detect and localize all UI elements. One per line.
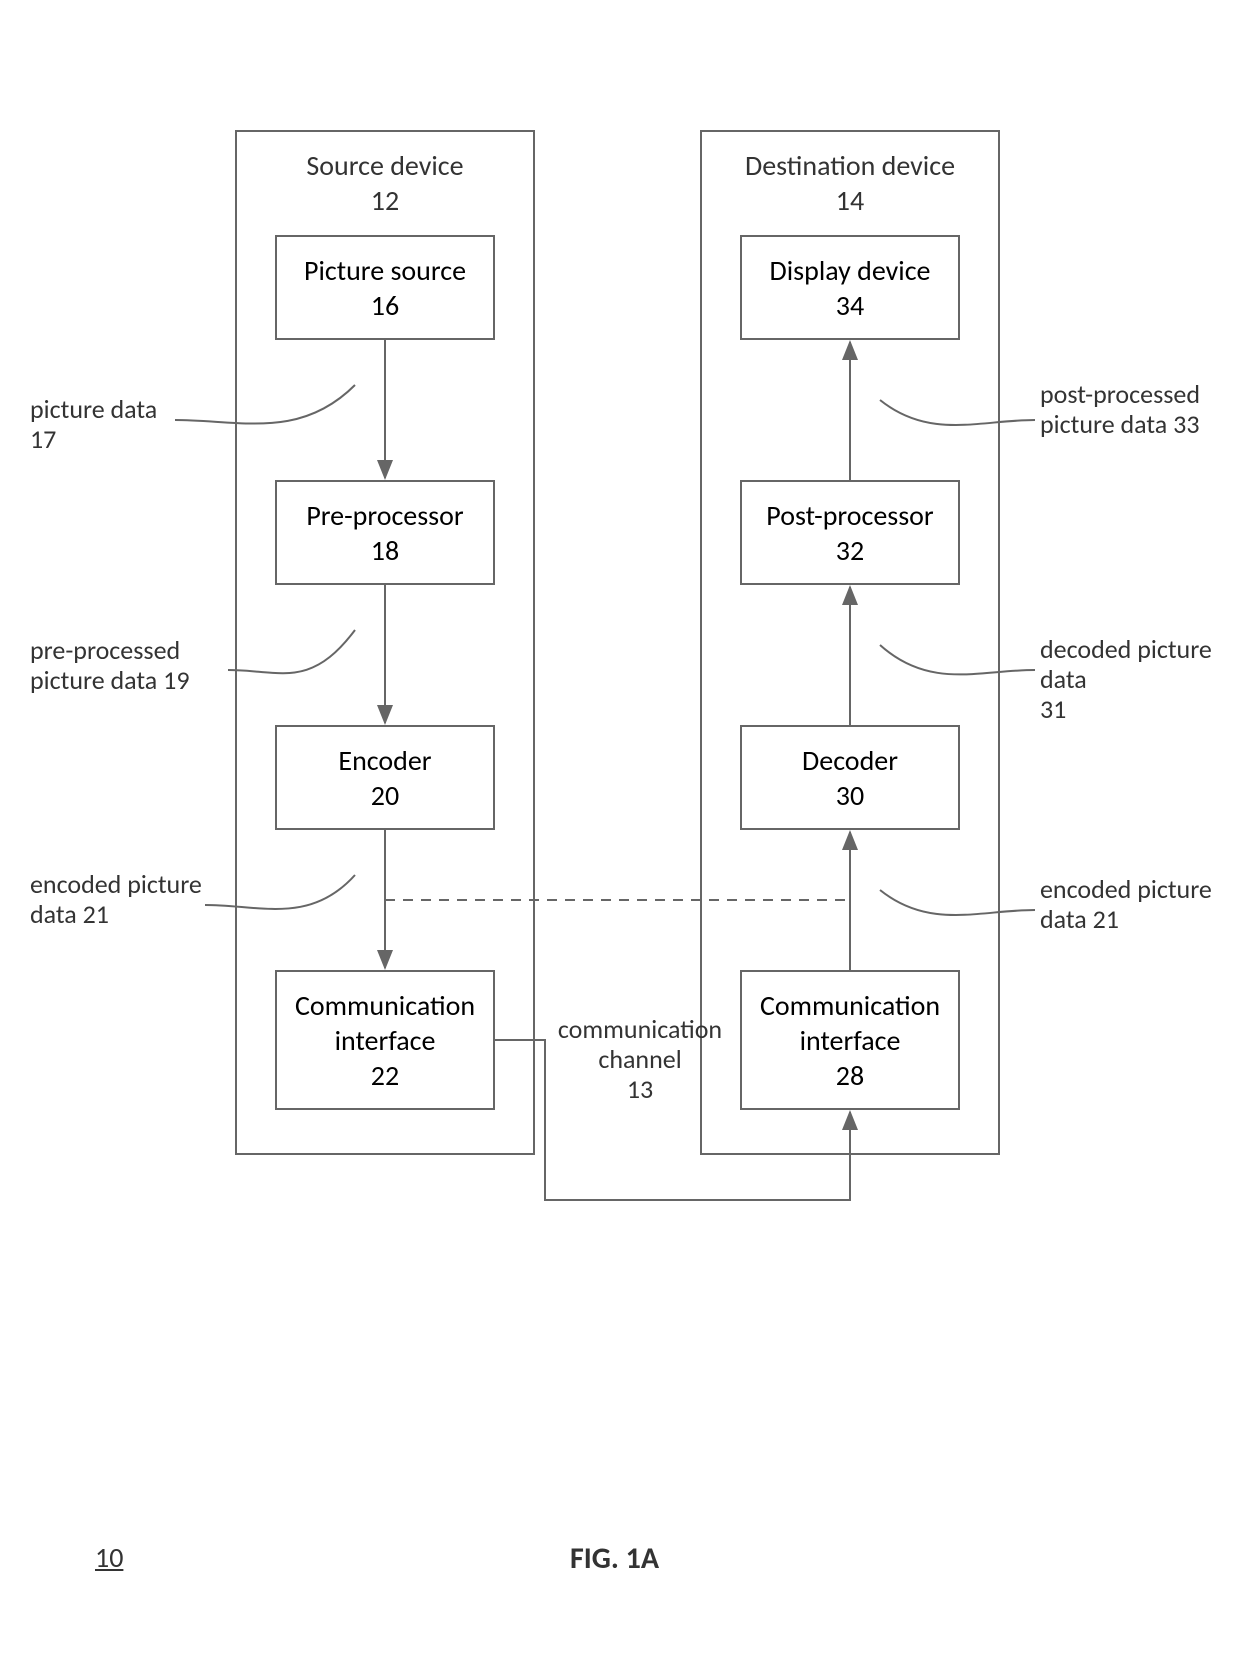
callout-31 xyxy=(880,645,1035,674)
diagram-svg xyxy=(0,0,1240,1678)
callout-21-dst xyxy=(880,890,1035,915)
callout-21-src xyxy=(205,875,355,909)
arrow-channel xyxy=(495,1040,850,1200)
callout-17 xyxy=(175,385,355,424)
diagram-root: Source device 12 Destination device 14 P… xyxy=(0,0,1240,1678)
callout-19 xyxy=(228,630,355,673)
callout-33 xyxy=(880,400,1035,425)
